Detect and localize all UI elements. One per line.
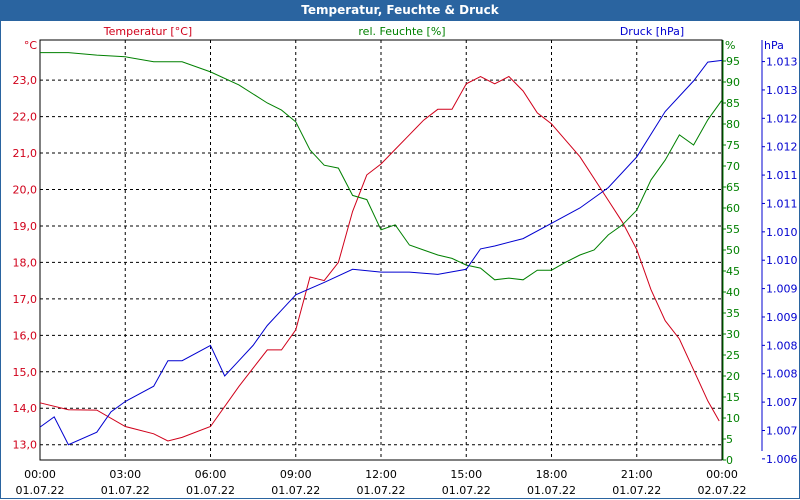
temperature-tick-label: 19,0 xyxy=(13,220,38,233)
pressure-tick-label: 1.013 xyxy=(766,84,798,97)
x-tick-time: 00:00 xyxy=(24,468,56,481)
x-tick-date: 01.07.22 xyxy=(271,484,320,497)
temperature-tick-label: 21,0 xyxy=(13,147,38,160)
legend-pressure: Druck [hPa] xyxy=(620,25,684,38)
x-tick-date: 01.07.22 xyxy=(16,484,65,497)
window-title: Temperatur, Feuchte & Druck xyxy=(0,0,800,21)
pressure-tick-label: 1.010 xyxy=(766,254,798,267)
pressure-tick-label: 1.012 xyxy=(766,141,798,154)
humidity-tick-label: 35 xyxy=(726,307,740,320)
x-tick-date: 01.07.22 xyxy=(442,484,491,497)
humidity-unit: % xyxy=(725,39,735,52)
pressure-tick-label: 1.010 xyxy=(766,226,798,239)
humidity-tick-label: 25 xyxy=(726,349,740,362)
humidity-tick-label: 45 xyxy=(726,265,740,278)
pressure-tick-label: 1.008 xyxy=(766,339,798,352)
pressure-tick-label: 1.011 xyxy=(766,197,798,210)
x-tick-date: 01.07.22 xyxy=(101,484,150,497)
humidity-tick-label: 40 xyxy=(726,286,740,299)
temperature-tick-label: 23,0 xyxy=(13,74,38,87)
x-tick-time: 00:00 xyxy=(706,468,738,481)
temperature-unit: °C xyxy=(24,39,38,52)
x-tick-time: 21:00 xyxy=(621,468,653,481)
pressure-unit: hPa xyxy=(764,39,784,52)
humidity-tick-label: 60 xyxy=(726,202,740,215)
humidity-tick-label: 75 xyxy=(726,139,740,152)
humidity-tick-label: 95 xyxy=(726,55,740,68)
pressure-tick-label: 1.007 xyxy=(766,424,798,437)
temperature-series-line xyxy=(39,75,720,442)
temperature-tick-label: 22,0 xyxy=(13,111,38,124)
humidity-tick-label: 5 xyxy=(726,433,733,446)
pressure-tick-label: 1.007 xyxy=(766,396,798,409)
humidity-tick-label: 20 xyxy=(726,370,740,383)
temperature-tick-label: 14,0 xyxy=(13,402,38,415)
x-tick-date: 02.07.22 xyxy=(698,484,747,497)
humidity-tick-label: 15 xyxy=(726,391,740,404)
pressure-tick-label: 1.009 xyxy=(766,283,798,296)
humidity-tick-label: 90 xyxy=(726,76,740,89)
humidity-tick-label: 10 xyxy=(726,412,740,425)
x-tick-date: 01.07.22 xyxy=(612,484,661,497)
humidity-tick-label: 85 xyxy=(726,97,740,110)
x-tick-time: 12:00 xyxy=(365,468,397,481)
pressure-tick-label: 1.006 xyxy=(766,453,798,466)
humidity-tick-label: 80 xyxy=(726,118,740,131)
temperature-tick-label: 13,0 xyxy=(13,439,38,452)
x-tick-date: 01.07.22 xyxy=(186,484,235,497)
humidity-tick-label: 55 xyxy=(726,223,740,236)
x-tick-time: 18:00 xyxy=(536,468,568,481)
legend-temperature: Temperatur [°C] xyxy=(103,25,192,38)
pressure-tick-label: 1.008 xyxy=(766,368,798,381)
humidity-series-line xyxy=(40,52,723,281)
temperature-tick-label: 20,0 xyxy=(13,183,38,196)
temperature-tick-label: 15,0 xyxy=(13,366,38,379)
humidity-tick-label: 50 xyxy=(726,244,740,257)
x-tick-date: 01.07.22 xyxy=(527,484,576,497)
x-tick-time: 06:00 xyxy=(195,468,227,481)
temperature-tick-label: 16,0 xyxy=(13,329,38,342)
pressure-tick-label: 1.013 xyxy=(766,56,798,69)
pressure-tick-label: 1.011 xyxy=(766,169,798,182)
humidity-tick-label: 70 xyxy=(726,160,740,173)
x-tick-time: 03:00 xyxy=(109,468,141,481)
x-tick-time: 15:00 xyxy=(450,468,482,481)
pressure-tick-label: 1.009 xyxy=(766,311,798,324)
humidity-tick-label: 30 xyxy=(726,328,740,341)
humidity-tick-label: 0 xyxy=(726,454,733,467)
x-tick-time: 09:00 xyxy=(280,468,312,481)
temperature-tick-label: 17,0 xyxy=(13,293,38,306)
pressure-series-line xyxy=(39,59,723,446)
temperature-tick-label: 18,0 xyxy=(13,256,38,269)
legend-humidity: rel. Feuchte [%] xyxy=(358,25,445,38)
humidity-tick-label: 65 xyxy=(726,181,740,194)
x-tick-date: 01.07.22 xyxy=(357,484,406,497)
pressure-tick-label: 1.012 xyxy=(766,112,798,125)
